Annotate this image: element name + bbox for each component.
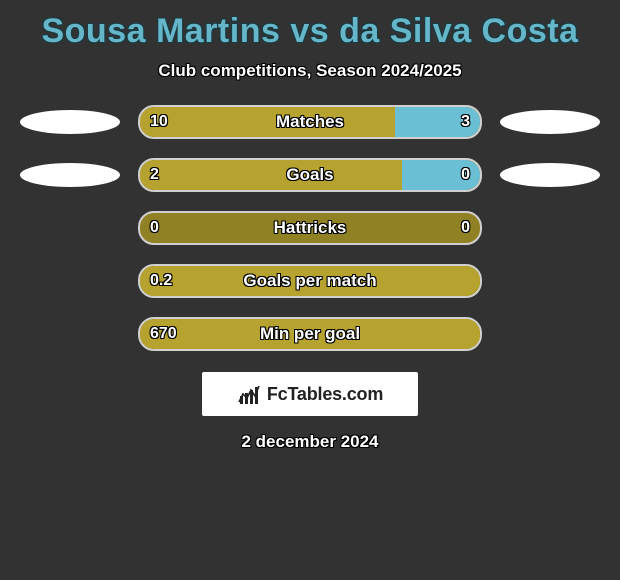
stat-row: 0 0Hattricks — [0, 213, 620, 243]
stat-right-value: 0 — [461, 213, 470, 243]
page-title: Sousa Martins vs da Silva Costa — [0, 0, 620, 51]
source-logo-box[interactable]: FcTables.com — [202, 372, 418, 416]
player-left-marker — [20, 216, 120, 240]
stat-bar-left-fill — [140, 107, 395, 137]
stat-bar-right-fill — [395, 107, 480, 137]
stat-bar-right-fill — [402, 160, 480, 190]
stat-row: 670Min per goal — [0, 319, 620, 349]
date-label: 2 december 2024 — [0, 432, 620, 452]
player-left-marker — [20, 322, 120, 346]
subtitle: Club competitions, Season 2024/2025 — [0, 61, 620, 81]
stat-bar-left-fill — [140, 160, 402, 190]
player-right-marker — [500, 269, 600, 293]
player-right-marker — [500, 163, 600, 187]
stat-bar: 0.2Goals per match — [138, 264, 482, 298]
player-left-marker — [20, 163, 120, 187]
stat-row: 0.2Goals per match — [0, 266, 620, 296]
stat-row: 103Matches — [0, 107, 620, 137]
player-left-marker — [20, 269, 120, 293]
comparison-widget: Sousa Martins vs da Silva Costa Club com… — [0, 0, 620, 580]
stat-row: 20Goals — [0, 160, 620, 190]
player-left-marker — [20, 110, 120, 134]
stat-bar: 103Matches — [138, 105, 482, 139]
stat-bar: 0 0Hattricks — [138, 211, 482, 245]
source-logo-text: FcTables.com — [267, 384, 383, 405]
stat-rows: 103Matches 20Goals 0 0Hattricks 0.2Goals per… — [0, 107, 620, 349]
player-right-marker — [500, 110, 600, 134]
bar-chart-icon — [237, 382, 261, 406]
stat-bar: 20Goals — [138, 158, 482, 192]
stat-bar-left-fill — [140, 319, 480, 349]
player-right-marker — [500, 322, 600, 346]
stat-bar: 670Min per goal — [138, 317, 482, 351]
stat-label: Hattricks — [140, 213, 480, 243]
stat-bar-left-fill — [140, 266, 480, 296]
stat-left-value: 0 — [150, 213, 159, 243]
player-right-marker — [500, 216, 600, 240]
